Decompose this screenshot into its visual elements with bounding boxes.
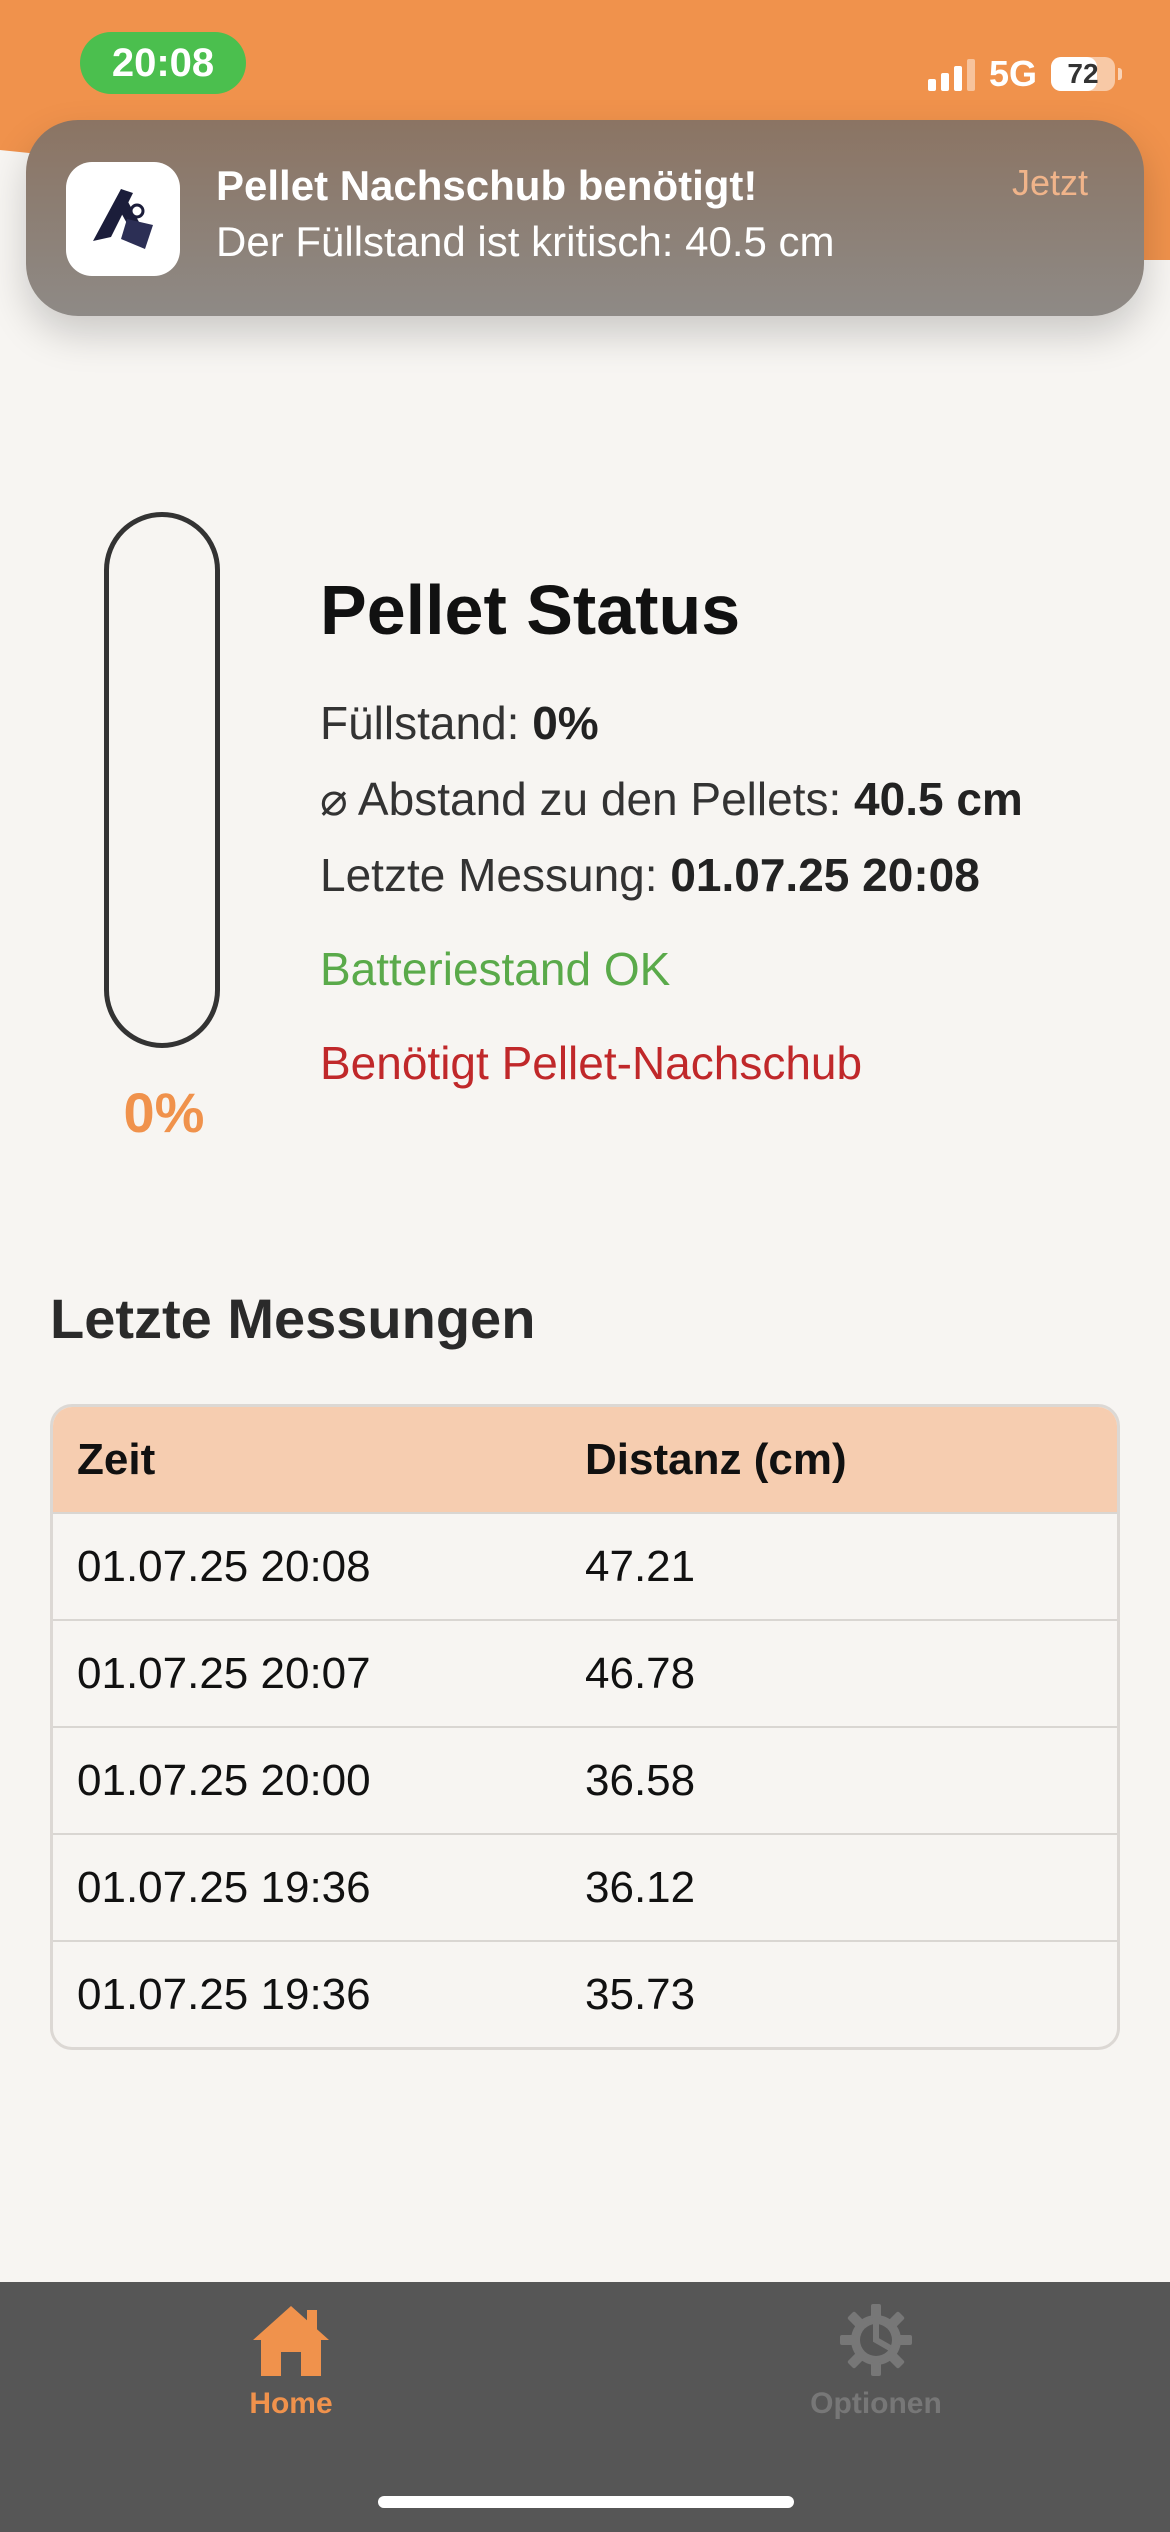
battery-fill xyxy=(1051,57,1098,91)
row-time: 01.07.25 19:36 xyxy=(77,1969,371,2019)
table-row: 01.07.25 20:08 47.21 xyxy=(53,1512,1117,1619)
measurements-title: Letzte Messungen xyxy=(50,1287,536,1350)
header-time: Zeit xyxy=(77,1434,156,1484)
app-logo-icon xyxy=(66,162,180,276)
fill-level-gauge xyxy=(104,512,220,1048)
network-type: 5G xyxy=(988,53,1037,94)
gauge-percent-label: 0% xyxy=(123,1081,205,1144)
measurements-table: Zeit Distanz (cm) 01.07.25 20:08 47.21 0… xyxy=(50,1404,1120,2050)
fill-level-label: Füllstand: xyxy=(320,697,533,749)
notification-body: Der Füllstand ist kritisch: 40.5 cm xyxy=(216,218,835,265)
last-measurement-line: Letzte Messung: 01.07.25 20:08 xyxy=(320,848,980,902)
table-row: 01.07.25 19:36 35.73 xyxy=(53,1940,1117,2047)
home-icon xyxy=(253,2306,329,2376)
row-distance: 36.58 xyxy=(585,1755,696,1805)
battery-icon: 72 xyxy=(1051,57,1122,91)
fill-level-line: Füllstand: 0% xyxy=(320,696,599,750)
home-indicator[interactable] xyxy=(378,2496,794,2508)
battery-status: Batteriestand OK xyxy=(320,943,671,995)
tab-options[interactable]: Optionen xyxy=(776,2302,976,2421)
row-time: 01.07.25 19:36 xyxy=(77,1862,371,1912)
notification-time: Jetzt xyxy=(1011,162,1088,203)
tab-home[interactable]: Home xyxy=(191,2302,391,2421)
notification-title: Pellet Nachschub benötigt! xyxy=(216,162,758,209)
row-time: 01.07.25 20:00 xyxy=(77,1755,371,1805)
distance-line: ⌀ Abstand zu den Pellets: 40.5 cm xyxy=(320,772,1023,826)
gear-icon xyxy=(840,2304,912,2376)
signal-icon xyxy=(927,57,975,91)
table-row: 01.07.25 20:07 46.78 xyxy=(53,1619,1117,1726)
row-time: 01.07.25 20:07 xyxy=(77,1648,371,1698)
refill-status: Benötigt Pellet-Nachschub xyxy=(320,1037,863,1089)
header-distance: Distanz (cm) xyxy=(585,1434,847,1484)
page-title: Pellet Status xyxy=(320,571,741,649)
notification-banner[interactable]: Pellet Nachschub benötigt! Der Füllstand… xyxy=(26,120,1144,316)
table-header-row: Zeit Distanz (cm) xyxy=(53,1407,1117,1512)
last-measurement-label: Letzte Messung: xyxy=(320,849,671,901)
row-distance: 36.12 xyxy=(585,1862,696,1912)
tab-home-label: Home xyxy=(249,2387,333,2420)
distance-label: ⌀ Abstand zu den Pellets: xyxy=(320,773,855,825)
battery-level: 72 xyxy=(1067,58,1099,89)
fill-level-value: 0% xyxy=(532,697,599,749)
row-distance: 35.73 xyxy=(585,1969,696,2019)
row-time: 01.07.25 20:08 xyxy=(77,1541,371,1591)
status-indicators: 5G 72 xyxy=(927,50,1122,98)
row-distance: 46.78 xyxy=(585,1648,696,1698)
tab-options-label: Optionen xyxy=(810,2387,942,2420)
last-measurement-value: 01.07.25 20:08 xyxy=(670,849,980,901)
table-row: 01.07.25 20:00 36.58 xyxy=(53,1726,1117,1833)
distance-value: 40.5 cm xyxy=(854,773,1023,825)
tab-bar: Home Optionen xyxy=(0,2282,1170,2532)
status-time[interactable]: 20:08 xyxy=(80,32,246,94)
table-row: 01.07.25 19:36 36.12 xyxy=(53,1833,1117,1940)
row-distance: 47.21 xyxy=(585,1541,696,1591)
